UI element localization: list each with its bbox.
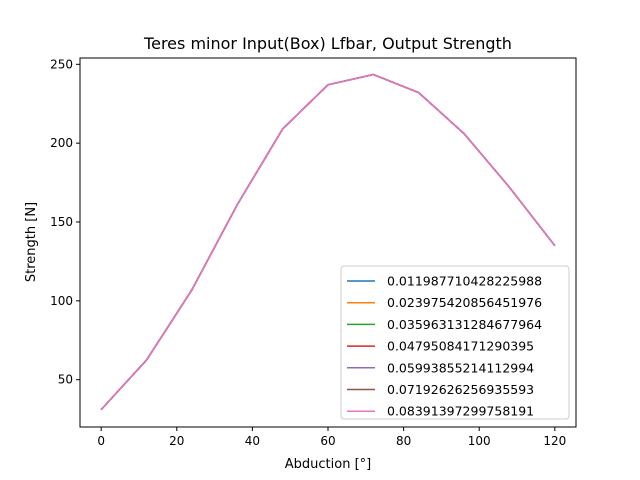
legend-label: 0.05993855214112994 [387, 360, 534, 375]
legend-label: 0.07192626256935593 [387, 382, 534, 397]
x-tick-label: 40 [245, 434, 260, 448]
y-tick-label: 100 [50, 294, 73, 308]
y-axis-label: Strength [N] [24, 202, 39, 282]
legend-box [340, 265, 570, 420]
x-axis-label: Abduction [°] [285, 457, 371, 472]
legend-label: 0.04795084171290395 [387, 339, 534, 354]
y-tick-label: 200 [50, 136, 73, 150]
series-lines [100, 73, 556, 411]
legend-label: 0.035963131284677964 [387, 317, 542, 332]
legend-label: 0.08391397299758191 [387, 404, 534, 419]
legend-label: 0.011987710428225988 [387, 274, 542, 289]
x-axis-ticks: 0 20 40 60 80 100 120 [97, 427, 566, 448]
x-tick-label: 0 [97, 434, 105, 448]
x-tick-label: 60 [320, 434, 335, 448]
x-tick-label: 80 [396, 434, 411, 448]
legend: 0.011987710428225988 0.023975420856451976… [340, 265, 570, 420]
y-tick-label: 150 [50, 215, 73, 229]
x-tick-label: 20 [169, 434, 184, 448]
x-tick-label: 120 [543, 434, 566, 448]
legend-label: 0.023975420856451976 [387, 295, 542, 310]
y-axis-ticks: 50 100 150 200 250 [50, 57, 80, 387]
chart-title: Teres minor Input(Box) Lfbar, Output Str… [143, 34, 512, 53]
y-tick-label: 250 [50, 57, 73, 71]
y-tick-label: 50 [58, 373, 73, 387]
series-line-7 [100, 73, 556, 411]
plot-frame [79, 57, 577, 428]
x-tick-label: 100 [468, 434, 491, 448]
